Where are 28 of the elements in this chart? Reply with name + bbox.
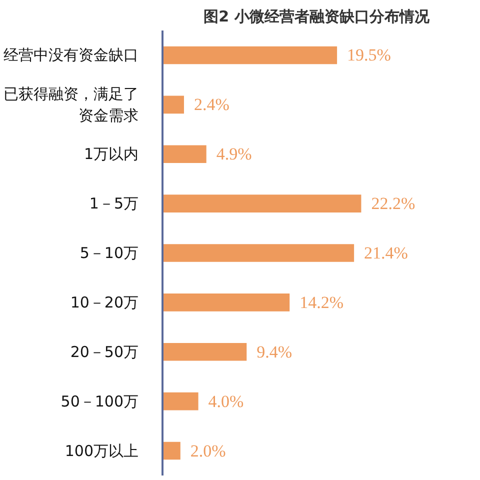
bar [162,244,354,262]
y-tick-label: 10－20万 [70,293,139,312]
data-label: 4.9% [216,144,252,164]
bar [162,294,290,312]
data-label: 2.4% [194,95,230,114]
bar [162,96,184,114]
data-label: 22.2% [371,194,416,214]
y-tick-label: 100万以上 [64,442,139,460]
bar [162,46,338,64]
data-label: 9.4% [256,342,292,362]
y-tick-label: 5－10万 [80,244,139,262]
y-tick-label: 20－50万 [70,342,139,361]
bar [162,194,362,212]
y-tick-label: 50－100万 [60,392,138,410]
bar [162,342,247,361]
data-label: 19.5% [347,46,391,65]
data-label: 2.0% [190,441,226,460]
y-tick-label: 1－5万 [89,194,139,213]
chart-title: 图2 小微经营者融资缺口分布情况 [204,8,430,26]
bar [162,145,206,164]
bar [162,392,198,410]
data-label: 4.0% [208,392,244,411]
y-tick-label: 1万以内 [84,145,139,164]
y-tick-label: 已获得融资，满足了资金需求 [4,84,138,124]
data-label: 21.4% [364,244,408,262]
data-label: 14.2% [300,292,344,312]
y-tick-label: 经营中没有资金缺口 [4,46,138,64]
bar [162,442,180,460]
